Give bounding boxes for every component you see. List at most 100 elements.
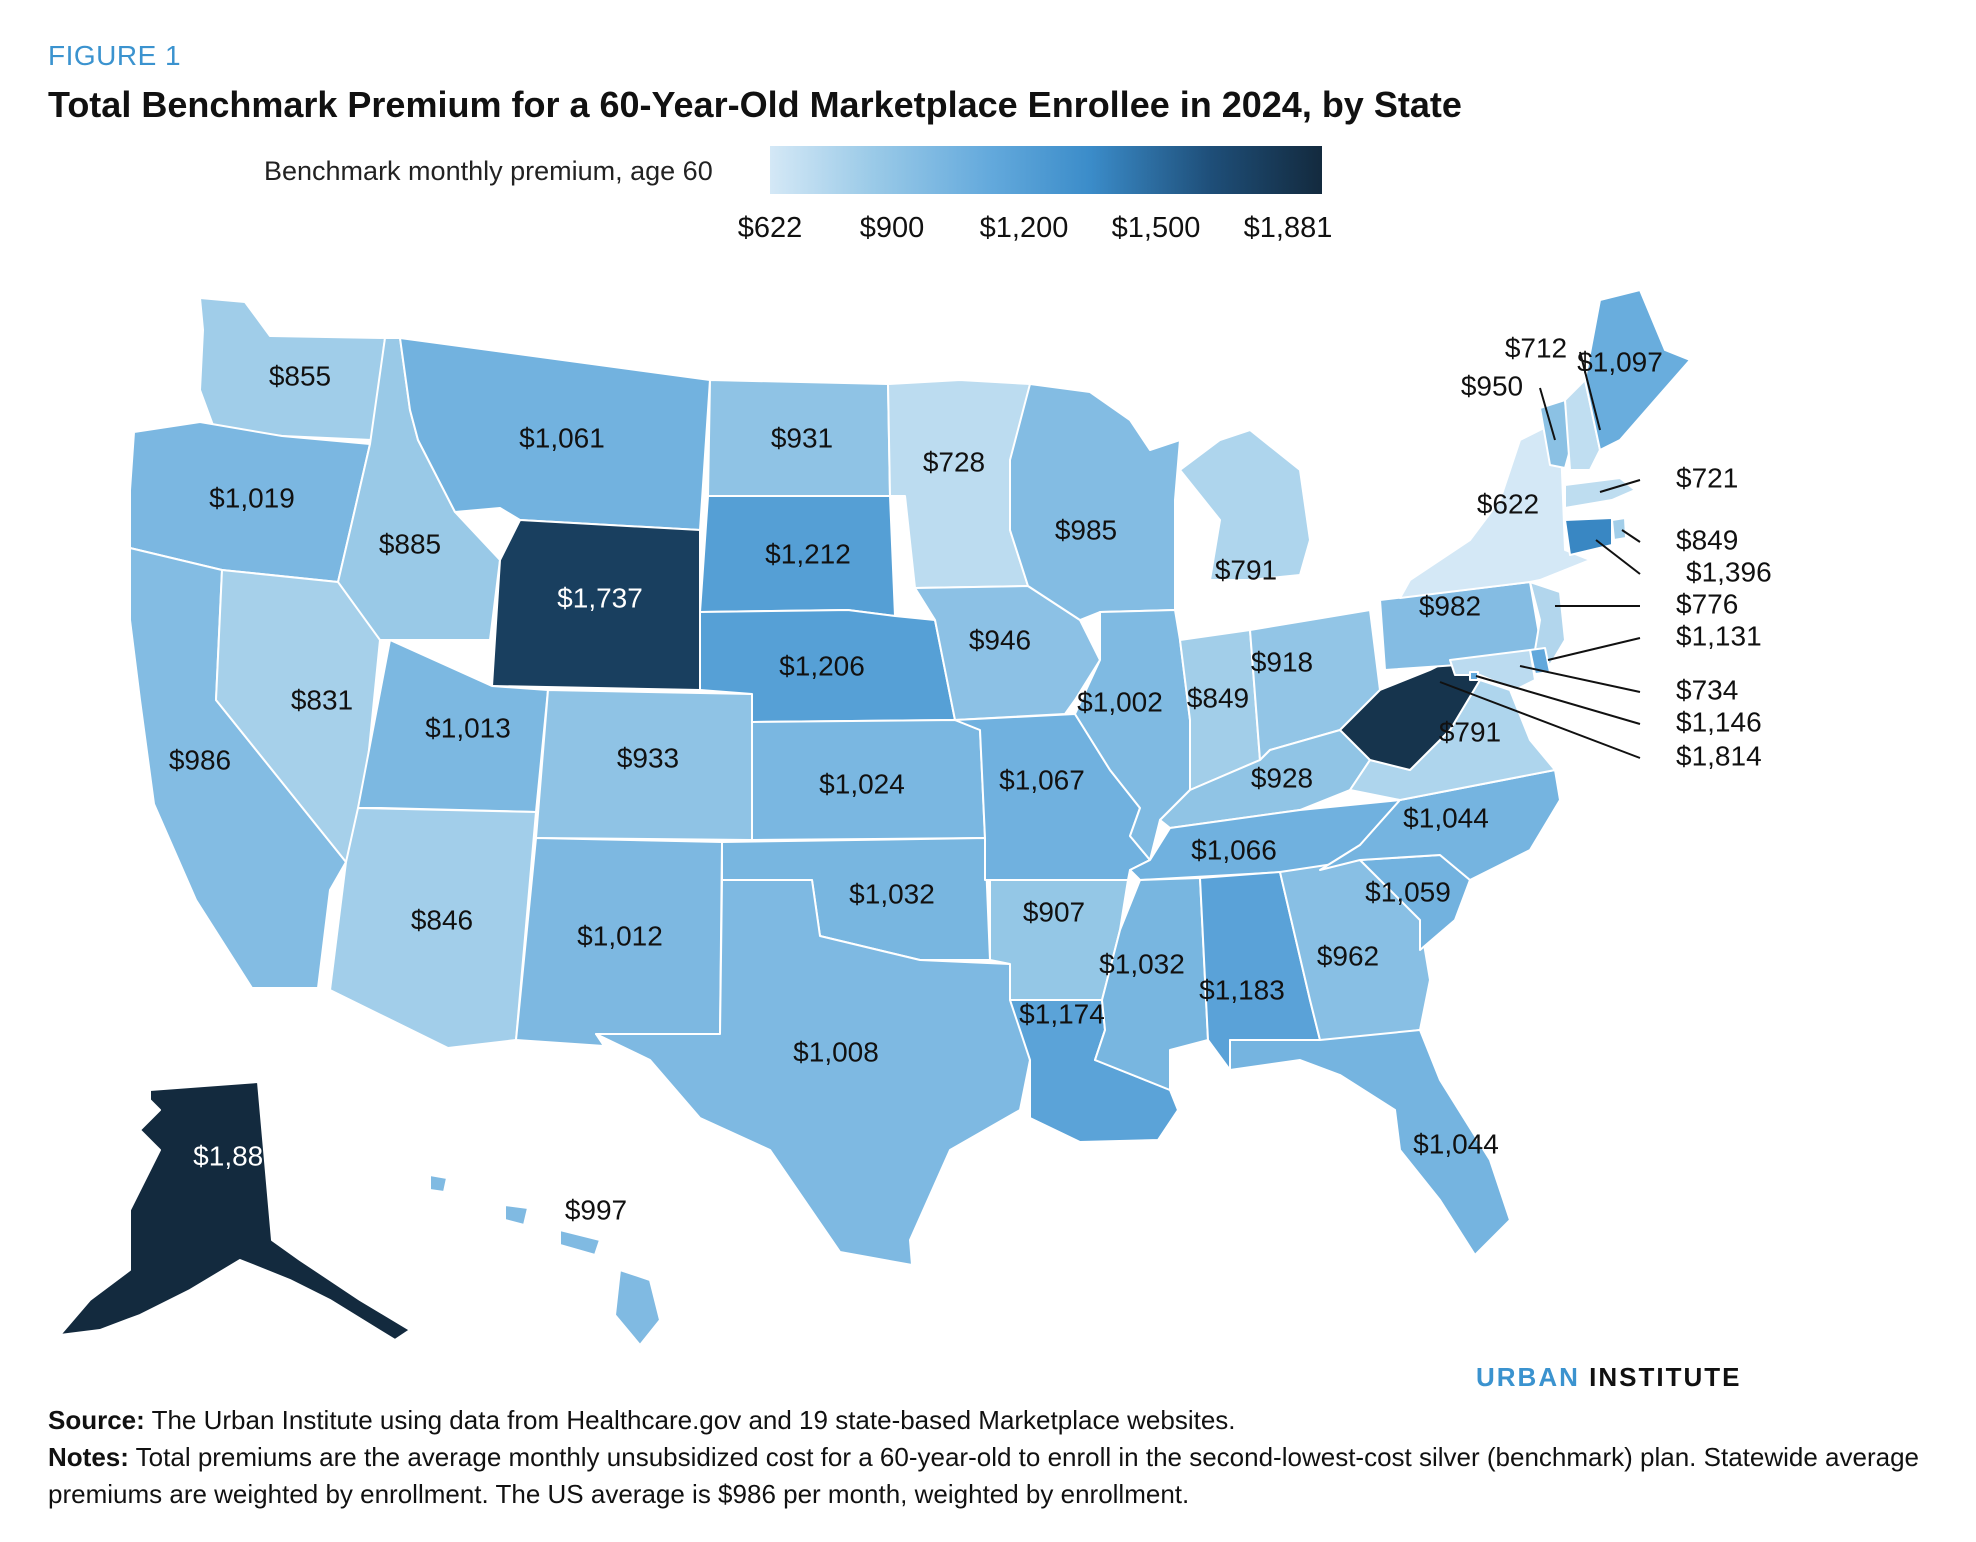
brand-part1: URBAN: [1476, 1362, 1580, 1392]
label-nm: $1,012: [577, 920, 663, 951]
state-wy: [491, 519, 701, 691]
label-wy: $1,737: [557, 582, 643, 613]
state-nj: [1529, 581, 1566, 666]
state-hi3: [504, 1204, 529, 1226]
callout-line-wv: [1439, 681, 1641, 759]
label-in: $849: [1187, 682, 1249, 713]
label-id: $885: [379, 528, 441, 559]
legend-tick-1500: $1,500: [1111, 212, 1201, 244]
label-or: $1,019: [209, 482, 295, 513]
callout-line-de: [1547, 637, 1641, 661]
label-wa: $855: [269, 360, 331, 391]
callout-line-ma: [1599, 479, 1641, 493]
label-ar: $907: [1023, 896, 1085, 927]
footer: Source: The Urban Institute using data f…: [48, 1402, 1948, 1513]
legend-tick-1200: $1,200: [979, 212, 1069, 244]
label-wv: $1,814: [1676, 740, 1762, 771]
label-az: $846: [411, 904, 473, 935]
label-nv: $831: [291, 684, 353, 715]
label-oh: $918: [1251, 646, 1313, 677]
label-ms: $1,032: [1099, 948, 1185, 979]
label-mt: $1,061: [519, 422, 605, 453]
state-hi2: [559, 1229, 601, 1256]
state-hi1: [614, 1269, 661, 1346]
callout-line-nh: [1579, 351, 1601, 431]
chart-title: Total Benchmark Premium for a 60-Year-Ol…: [48, 84, 1462, 125]
label-ga: $962: [1317, 940, 1379, 971]
legend-tick-min: $622: [737, 212, 803, 244]
state-ak: [59, 1081, 411, 1341]
label-tn: $1,066: [1191, 834, 1277, 865]
callout-line-vt: [1539, 387, 1556, 441]
legend-title: Benchmark monthly premium, age 60: [264, 156, 713, 186]
state-wa: [199, 297, 386, 441]
label-sd: $1,212: [765, 538, 851, 569]
label-ak: $1,881: [193, 1140, 279, 1171]
label-ca: $986: [169, 744, 231, 775]
label-fl: $1,044: [1413, 1128, 1499, 1159]
state-nc: [1319, 769, 1561, 881]
label-ne: $1,206: [779, 650, 865, 681]
label-md: $734: [1676, 674, 1738, 705]
notes-text: Total premiums are the average monthly u…: [48, 1442, 1919, 1509]
label-sc: $1,059: [1365, 876, 1451, 907]
legend-tick-900: $900: [859, 212, 925, 244]
label-ma: $721: [1676, 462, 1738, 493]
label-co: $933: [617, 742, 679, 773]
notes-line: Notes: Total premiums are the average mo…: [48, 1439, 1948, 1513]
state-md: [1449, 649, 1536, 691]
state-ct: [1564, 517, 1613, 556]
label-me: $1,097: [1577, 346, 1663, 377]
label-il: $1,002: [1077, 686, 1163, 717]
state-wv: [1339, 659, 1481, 771]
label-al: $1,183: [1199, 974, 1285, 1005]
figure-label: FIGURE 1: [48, 40, 182, 71]
brand-part2: INSTITUTE: [1589, 1362, 1742, 1392]
source-line: Source: The Urban Institute using data f…: [48, 1402, 1948, 1439]
label-ri: $849: [1676, 524, 1738, 555]
state-me: [1584, 289, 1691, 451]
label-vt: $950: [1461, 370, 1523, 401]
state-ma: [1564, 477, 1636, 509]
label-dc: $1,146: [1676, 706, 1762, 737]
state-fl: [1229, 1029, 1511, 1256]
state-nh: [1564, 379, 1601, 471]
state-dc: [1469, 671, 1479, 681]
state-hi4: [429, 1174, 448, 1193]
legend-color-bar: [770, 146, 1322, 194]
state-mi: [1179, 429, 1311, 581]
state-ri: [1611, 517, 1627, 541]
state-ms: [1094, 877, 1209, 1091]
source-text: The Urban Institute using data from Heal…: [151, 1405, 1236, 1435]
label-mn: $728: [923, 446, 985, 477]
label-ut: $1,013: [425, 712, 511, 743]
state-az: [329, 807, 537, 1049]
label-nj: $776: [1676, 588, 1738, 619]
label-ok: $1,032: [849, 878, 935, 909]
label-de: $1,131: [1676, 620, 1762, 651]
state-wi: [1009, 383, 1181, 621]
label-pa: $982: [1419, 590, 1481, 621]
callout-line-dc: [1475, 675, 1641, 725]
label-va: $791: [1439, 716, 1501, 747]
label-nd: $931: [771, 422, 833, 453]
state-tx: [595, 879, 1031, 1266]
label-hi: $997: [565, 1194, 627, 1225]
label-ks: $1,024: [819, 768, 905, 799]
notes-label: Notes:: [48, 1442, 129, 1472]
label-ky: $928: [1251, 762, 1313, 793]
state-ny: [1399, 419, 1591, 599]
state-mt: [399, 337, 711, 531]
urban-institute-logo: URBAN INSTITUTE: [1476, 1362, 1741, 1393]
callout-line-ri: [1621, 529, 1641, 543]
label-la: $1,174: [1019, 998, 1105, 1029]
label-mo: $1,067: [999, 764, 1085, 795]
label-ia: $946: [969, 624, 1031, 655]
label-ny: $622: [1477, 488, 1539, 519]
label-tx: $1,008: [793, 1036, 879, 1067]
label-nc: $1,044: [1403, 802, 1489, 833]
callout-line-md: [1519, 665, 1641, 693]
callout-line-ct: [1595, 539, 1641, 575]
label-wi: $985: [1055, 514, 1117, 545]
